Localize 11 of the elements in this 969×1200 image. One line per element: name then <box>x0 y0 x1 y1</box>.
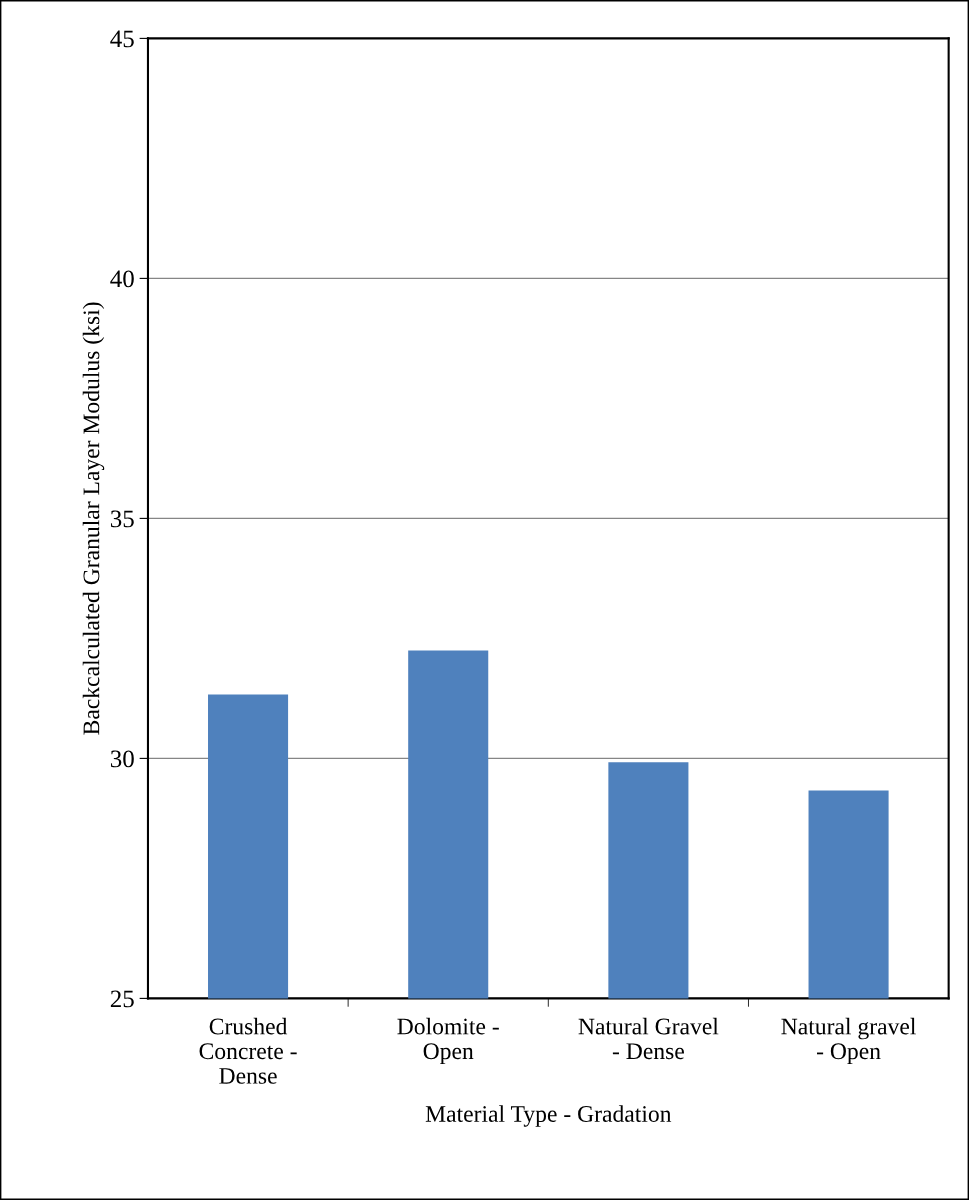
y-axis-title: Backcalculated Granular Layer Modulus (ksi) <box>82 302 105 735</box>
x-tick-label: Crushed Concrete - Dense <box>199 1017 297 1084</box>
x-axis-title: Material Type - Gradation <box>425 1105 672 1127</box>
y-tick-label: 45 <box>110 30 134 48</box>
x-tick-label: Natural gravel - Open <box>781 1017 916 1065</box>
y-tick-label: 40 <box>110 270 134 288</box>
y-tick-label: 25 <box>110 990 134 1008</box>
y-tick-label: 35 <box>110 510 134 528</box>
x-tick-label: Natural Gravel - Dense <box>578 1017 719 1060</box>
y-tick-label: 30 <box>110 750 134 768</box>
x-tick-label: Dolomite - Open <box>397 1017 499 1064</box>
